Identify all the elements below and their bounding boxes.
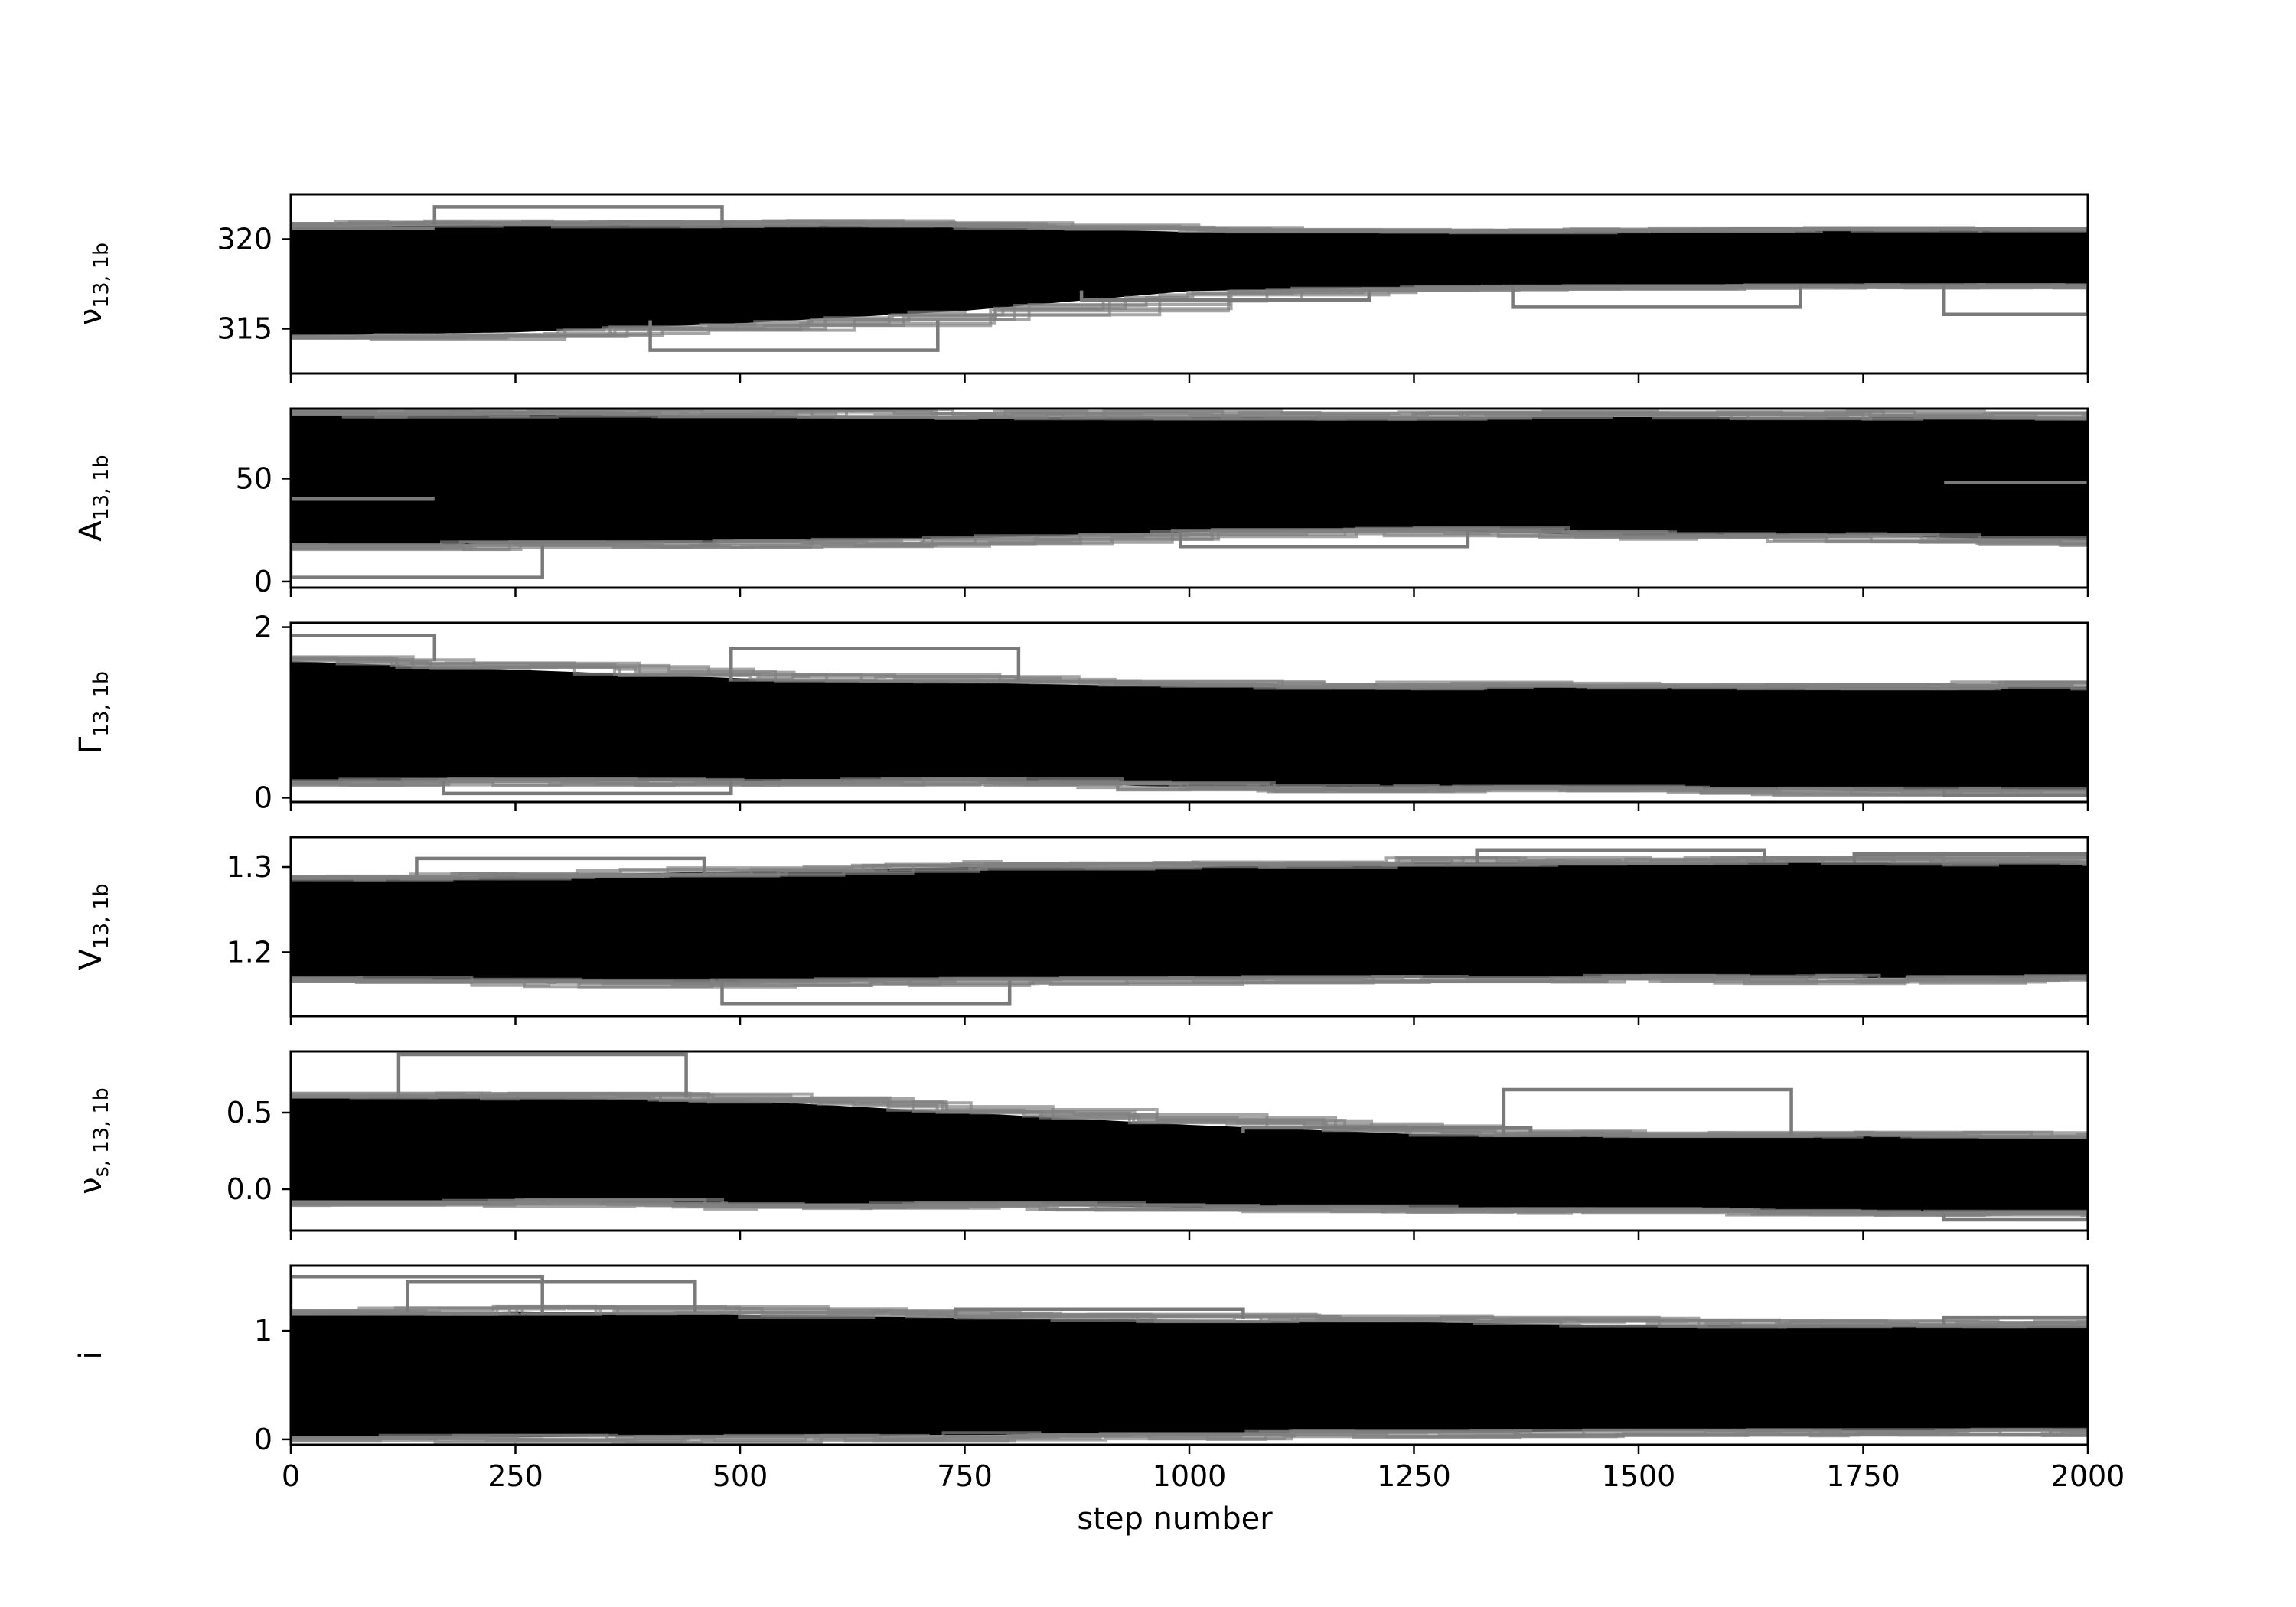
walker-trace [291, 409, 2088, 421]
walker-trace [291, 1198, 2088, 1217]
y-axis-label-nus: νs, 13, 1b [73, 1087, 113, 1194]
walker-band-nus [291, 1097, 2088, 1212]
y-tick-label: 1.3 [227, 850, 272, 884]
plot-area-V [291, 848, 2088, 1006]
walker-band-nu [291, 224, 2088, 336]
x-axis: 0 250 500 750 1000 1250 1500 1750 2000 [282, 1459, 2125, 1493]
outlier-walker [954, 1307, 1245, 1319]
outlier-walker [1511, 285, 1802, 309]
outlier-walker [432, 205, 724, 225]
walker-trace [291, 975, 2088, 989]
y-axis-label-i: i [73, 1351, 109, 1359]
outlier-walker [1942, 285, 2088, 317]
y-tick-label: 1 [254, 1314, 272, 1348]
panel-i: 0 1 i [73, 1264, 2089, 1456]
x-tick-label: 0 [282, 1459, 300, 1493]
outlier-walker [720, 980, 1012, 1006]
panel-V: 1.2 1.3 V13, 1b [73, 836, 2089, 1025]
plot-area-A [291, 409, 2088, 579]
y-axis-label-gamma: Γ13, 1b [73, 671, 113, 754]
y-tick-label: 315 [217, 312, 272, 346]
outlier-walker [1942, 1315, 2088, 1325]
walker-trace [291, 219, 2088, 233]
walker-trace [291, 529, 2088, 548]
outlier-walker [1942, 1212, 2088, 1222]
outlier-walker [1079, 290, 1371, 302]
walker-band-i [291, 1311, 2088, 1438]
plot-area-nu [291, 205, 2088, 352]
plot-area-i [291, 1274, 2088, 1445]
y-tick-label: 1.2 [227, 935, 272, 969]
x-tick-label: 500 [713, 1459, 768, 1493]
y-tick-label: 320 [217, 223, 272, 256]
outlier-walker [1502, 1087, 1793, 1136]
walker-trace [291, 656, 2088, 690]
outlier-walker [291, 1274, 544, 1313]
y-tick-label: 0.0 [227, 1172, 272, 1206]
walker-trace [291, 284, 2088, 338]
outlier-walker [406, 1280, 697, 1312]
y-tick-label: 2 [254, 611, 272, 644]
y-tick-label: 50 [236, 461, 272, 495]
x-tick-label: 2000 [2051, 1459, 2125, 1493]
walker-band-gamma [291, 661, 2088, 791]
y-tick-label: 0 [254, 1423, 272, 1456]
y-tick-label: 0.5 [227, 1096, 272, 1129]
outlier-walker [1942, 790, 2088, 797]
x-tick-label: 750 [937, 1459, 993, 1493]
outlier-walker [648, 320, 940, 352]
y-tick-label: 0 [254, 781, 272, 814]
walker-band-A [291, 415, 2088, 545]
y-axis-label-V: V13, 1b [73, 883, 113, 970]
y-axis-label-A: A13, 1b [73, 455, 113, 541]
y-tick-label: 0 [254, 565, 272, 598]
panel-nu: 315 320 ν13, 1b [73, 193, 2089, 383]
plot-area-gamma [291, 634, 2088, 797]
panels-group: 315 320 ν13, 1b 0 50 A13, 1b 0 2 Γ13, 1b 1.2 1.3 V1… [73, 193, 2089, 1456]
walker-trace [291, 777, 2088, 796]
outlier-walker [396, 1052, 688, 1098]
walker-trace [291, 1305, 2088, 1329]
x-tick-label: 1500 [1602, 1459, 1676, 1493]
x-tick-label: 1250 [1377, 1459, 1451, 1493]
panel-nus: 0.0 0.5 νs, 13, 1b [73, 1050, 2089, 1240]
outlier-walker [415, 856, 706, 875]
walker-band-V [291, 862, 2088, 983]
y-axis-label-nu: ν13, 1b [73, 243, 113, 325]
plot-area-nus [291, 1052, 2088, 1222]
outlier-walker [1852, 852, 2088, 863]
outlier-walker [291, 634, 437, 662]
walker-trace [291, 1305, 2088, 1327]
panel-gamma: 0 2 Γ13, 1b [73, 611, 2089, 814]
outlier-walker [291, 544, 544, 579]
x-tick-label: 1750 [1826, 1459, 1900, 1493]
outlier-walker [1475, 848, 1766, 863]
outlier-walker [442, 781, 733, 796]
x-tick-label: 1000 [1153, 1459, 1227, 1493]
outlier-walker [729, 647, 1021, 681]
x-axis-label: step number [1077, 1501, 1273, 1537]
outlier-walker [1179, 530, 1470, 549]
x-tick-label: 250 [488, 1459, 543, 1493]
walker-trace [291, 856, 2088, 882]
walker-trace [291, 1093, 2088, 1139]
walker-trace [291, 1427, 2088, 1445]
panel-A: 0 50 A13, 1b [73, 407, 2089, 598]
outlier-walker [1241, 1126, 1533, 1133]
